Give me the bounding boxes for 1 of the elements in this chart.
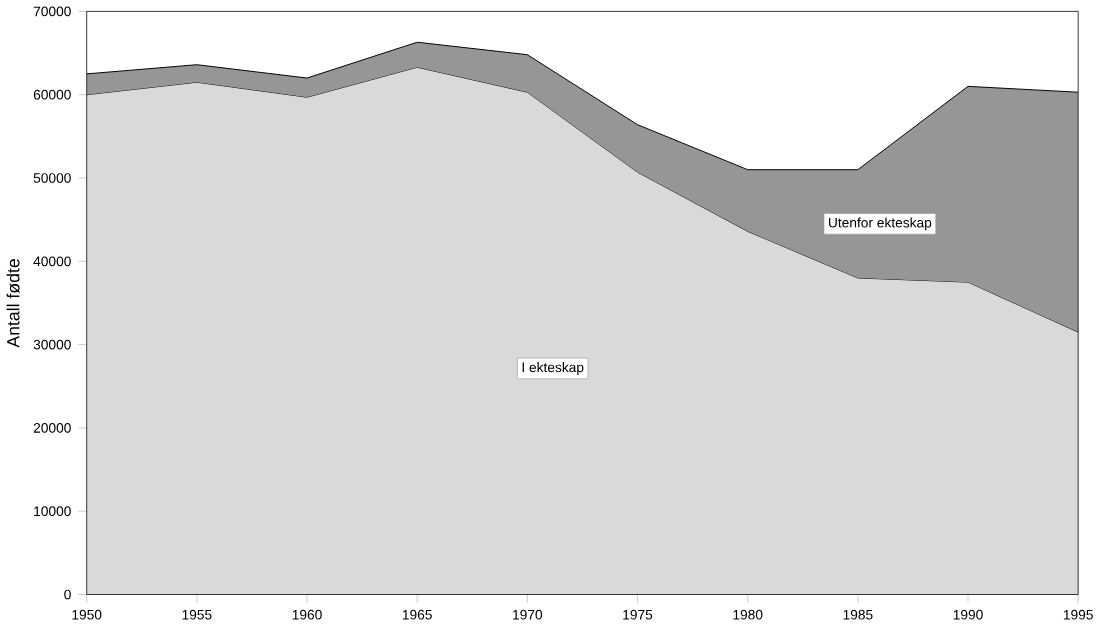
y-axis-title: Antall fødte (6, 259, 20, 348)
